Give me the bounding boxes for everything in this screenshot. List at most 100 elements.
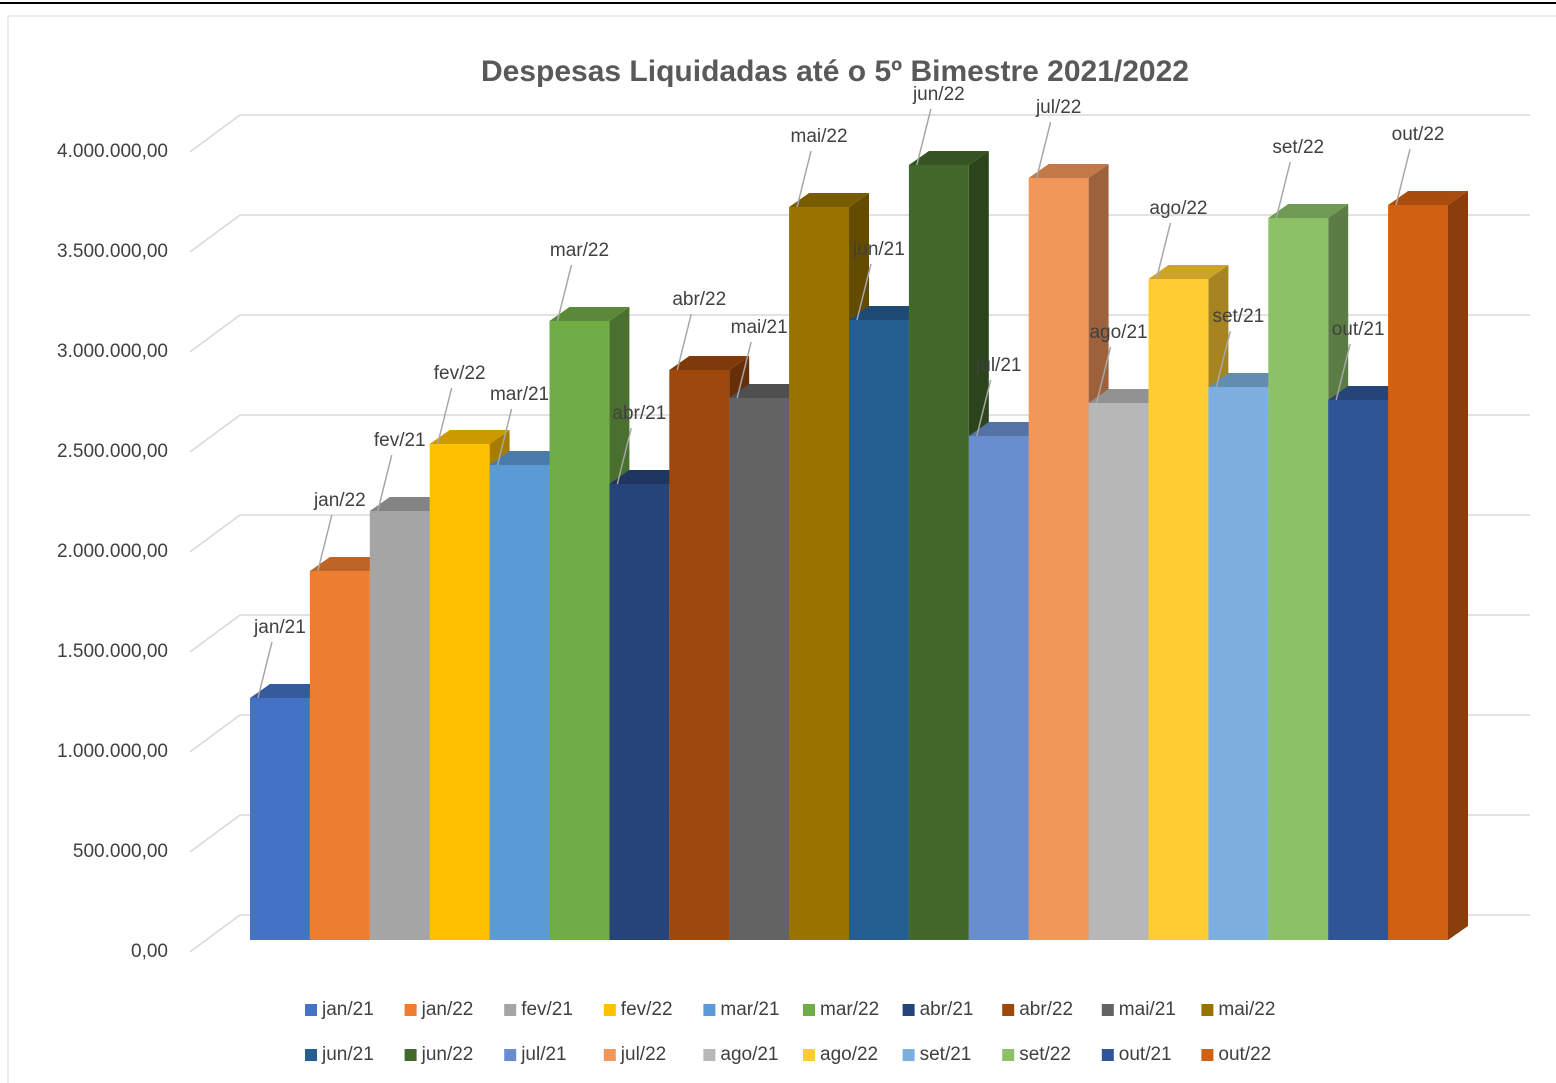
data-label: set/22	[1272, 137, 1324, 158]
legend-label: mai/22	[1218, 999, 1275, 1020]
leader-line	[616, 427, 633, 485]
legend-swatch	[603, 1004, 616, 1016]
bar	[968, 436, 1029, 940]
leader-line	[976, 379, 992, 437]
legend-swatch	[404, 1049, 417, 1061]
bar	[549, 321, 610, 940]
legend-label: mar/21	[720, 999, 779, 1020]
legend-swatch	[603, 1049, 616, 1061]
data-label: mar/21	[490, 384, 549, 405]
legend-label: out/22	[1218, 1044, 1271, 1065]
legend-swatch	[703, 1004, 716, 1016]
bar	[1328, 400, 1389, 940]
legend-swatch	[803, 1049, 815, 1061]
leader-line	[916, 108, 932, 166]
legend-swatch	[902, 1004, 915, 1016]
bar-top	[429, 430, 510, 444]
grid-line-depth	[189, 614, 241, 653]
bar-top	[1028, 164, 1109, 178]
grid-line-depth	[189, 214, 241, 253]
legend-swatch	[504, 1049, 517, 1061]
data-label: ago/22	[1149, 198, 1207, 219]
legend-label: jan/22	[421, 999, 474, 1020]
legend-swatch	[1002, 1049, 1015, 1061]
bar	[1148, 279, 1209, 940]
legend-label: mar/22	[820, 999, 879, 1020]
bar	[729, 398, 790, 940]
bar	[250, 698, 310, 940]
bar-top	[669, 356, 750, 370]
data-label: set/21	[1212, 306, 1264, 327]
bar	[1268, 218, 1329, 940]
bar	[309, 571, 370, 940]
y-tick-label: 2.000.000,00	[57, 541, 168, 562]
bar	[849, 320, 909, 940]
leader-line	[257, 641, 273, 699]
y-tick-label: 500.000,00	[73, 841, 168, 862]
y-tick-label: 2.500.000,00	[57, 441, 168, 462]
leader-line	[436, 387, 453, 445]
legend-swatch	[803, 1004, 815, 1016]
bar	[1388, 205, 1448, 940]
leader-line	[496, 408, 513, 466]
y-tick-label: 3.000.000,00	[57, 341, 168, 362]
bar-top	[1388, 191, 1468, 205]
leader-line	[317, 514, 333, 572]
legend-swatch	[1002, 1004, 1015, 1016]
data-label: out/21	[1332, 319, 1385, 340]
legend-label: out/21	[1119, 1044, 1172, 1065]
data-label: mai/22	[791, 126, 848, 147]
leader-line	[1095, 346, 1112, 404]
legend-label: set/21	[920, 1044, 972, 1065]
leader-line	[1215, 330, 1232, 388]
bar	[429, 444, 490, 940]
data-label: out/22	[1392, 124, 1445, 145]
leader-line	[1035, 121, 1052, 179]
bar-top	[1148, 265, 1229, 279]
leader-line	[1335, 343, 1351, 401]
data-label: jun/22	[912, 84, 965, 105]
bar-top	[549, 307, 630, 321]
grid-line-depth	[189, 114, 241, 153]
bar	[489, 465, 550, 940]
bar	[789, 207, 849, 940]
data-label: fev/22	[434, 363, 486, 384]
legend-swatch	[305, 1004, 317, 1016]
leader-line	[556, 264, 573, 322]
grid-line-depth	[189, 514, 241, 553]
bar	[1208, 387, 1269, 940]
bar	[369, 511, 430, 940]
legend-label: jul/22	[620, 1044, 666, 1065]
legend-swatch	[504, 1004, 517, 1016]
data-label: jul/21	[975, 355, 1021, 376]
data-label: fev/21	[374, 430, 426, 451]
chart-title: Despesas Liquidadas até o 5º Bimestre 20…	[481, 55, 1189, 88]
leader-line	[796, 150, 812, 208]
data-label: abr/22	[672, 289, 726, 310]
legend-label: jan/21	[321, 999, 374, 1020]
leader-line	[377, 454, 393, 512]
data-label: abr/21	[612, 403, 666, 424]
bar-side	[1448, 191, 1468, 940]
grid-line-depth	[189, 314, 241, 353]
legend-swatch	[1201, 1004, 1214, 1016]
grid-line-depth	[189, 914, 241, 953]
bar	[669, 370, 730, 940]
legend-label: fev/22	[621, 999, 673, 1020]
legend-label: jun/21	[321, 1044, 374, 1065]
bar	[908, 165, 969, 940]
legend-swatch	[1201, 1049, 1214, 1061]
leader-line	[736, 341, 752, 399]
data-label: jan/22	[313, 490, 366, 511]
data-label: jun/21	[852, 239, 905, 260]
leader-line	[676, 313, 692, 371]
legend-label: abr/22	[1019, 999, 1073, 1020]
data-label: ago/21	[1089, 322, 1147, 343]
grid-line-depth	[189, 414, 241, 453]
legend-swatch	[703, 1049, 716, 1061]
y-tick-label: 4.000.000,00	[57, 141, 168, 162]
leader-line	[1395, 148, 1411, 206]
legend-swatch	[902, 1049, 915, 1061]
bar-top	[908, 151, 989, 165]
